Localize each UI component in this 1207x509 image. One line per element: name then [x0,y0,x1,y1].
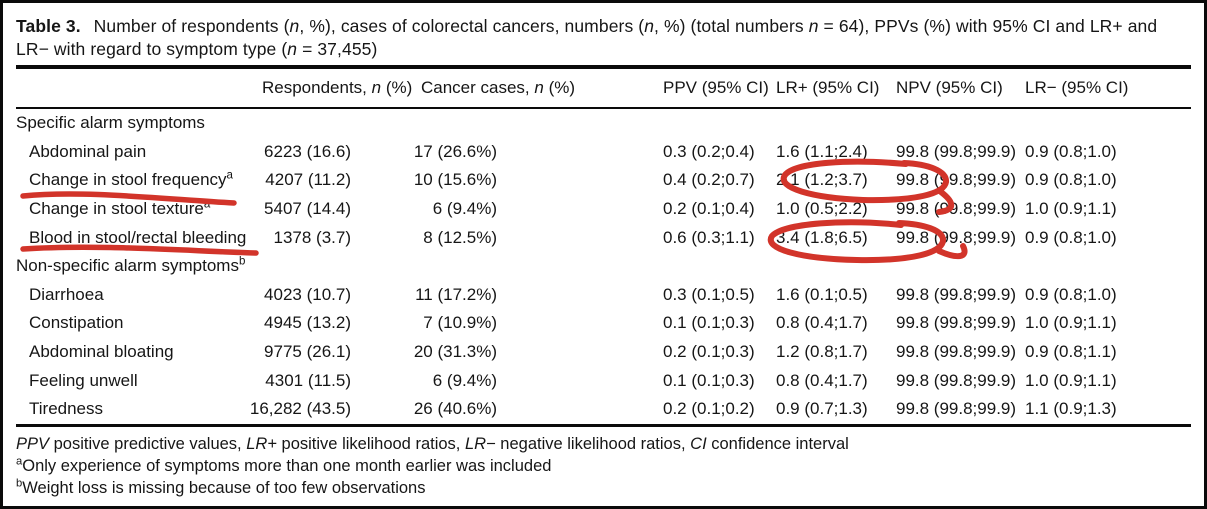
cell-symptom: Feeling unwell [29,370,138,390]
cell-lr-minus: 0.9 (0.8;1.0) [1025,170,1117,190]
column-header-cancer-cases: Cancer cases, n (%) [421,77,576,97]
cell-npv: 99.8 (99.8;99.9) [896,227,1017,247]
table-row: Blood in stool/rectal bleeding 1378 (3.7)… [16,223,1191,252]
cell-npv: 99.8 (99.8;99.9) [896,370,1017,390]
cell-lr-plus: 0.8 (0.4;1.7) [776,313,868,333]
footnote-b: bWeight loss is missing because of too f… [16,477,426,498]
table-row: Tiredness 16,282 (43.5) 26 (40.6%) 0.2 (0.1… [16,395,1191,424]
cell-lr-plus: 0.9 (0.7;1.3) [776,399,868,419]
cell-cancer-cases: 6 (9.4%) [432,199,497,219]
table-footnotes: PPV positive predictive values, LR+ posi… [16,427,1191,499]
column-header-ppv: PPV (95% CI) [663,77,769,97]
table-row: Change in stool frequencya 4207 (11.2) 10 … [16,166,1191,195]
footnote-abbreviations: PPV positive predictive values, LR+ posi… [16,435,849,454]
section-header-row: Non-specific alarm symptomsb [16,252,1191,281]
cell-cancer-cases: 26 (40.6%) [413,399,497,419]
cell-lr-plus: 2.1 (1.2;3.7) [776,170,868,190]
cell-cancer-cases: 10 (15.6%) [413,170,497,190]
cell-cancer-cases: 8 (12.5%) [423,227,497,247]
table-row: Diarrhoea 4023 (10.7) 11 (17.2%) 0.3 (0.1;0… [16,281,1191,310]
table-row: Feeling unwell 4301 (11.5) 6 (9.4%) 0.1 (0.… [16,366,1191,395]
cell-lr-minus: 1.1 (0.9;1.3) [1025,399,1117,419]
cell-npv: 99.8 (99.8;99.9) [896,399,1017,419]
cell-npv: 99.8 (99.8;99.9) [896,141,1017,161]
cell-symptom: Change in stool texturea [29,198,211,219]
cell-symptom: Blood in stool/rectal bleeding [29,227,247,247]
section-header: Specific alarm symptoms [16,113,205,133]
cell-npv: 99.8 (99.8;99.9) [896,313,1017,333]
section-header-row: Specific alarm symptoms [16,109,1191,138]
cell-respondents: 4301 (11.5) [265,370,351,390]
table-caption-label: Table 3. [16,16,81,36]
cell-symptom: Change in stool frequencya [29,169,233,190]
cell-respondents: 1378 (3.7) [273,227,352,247]
cell-ppv: 0.2 (0.1;0.2) [663,399,755,419]
cell-lr-minus: 1.0 (0.9;1.1) [1025,199,1117,219]
cell-lr-plus: 1.2 (0.8;1.7) [776,342,868,362]
cell-lr-minus: 0.9 (0.8;1.1) [1025,342,1117,362]
table-row: Constipation 4945 (13.2) 7 (10.9%) 0.1 (0.1… [16,309,1191,338]
cell-lr-plus: 1.6 (0.1;0.5) [776,284,868,304]
cell-npv: 99.8 (99.8;99.9) [896,284,1017,304]
section-header: Non-specific alarm symptomsb [16,255,246,276]
cell-respondents: 9775 (26.1) [264,342,351,362]
cell-respondents: 4023 (10.7) [264,284,351,304]
cell-lr-plus: 3.4 (1.8;6.5) [776,227,868,247]
cell-ppv: 0.6 (0.3;1.1) [663,227,755,247]
column-header-npv: NPV (95% CI) [896,77,1003,97]
cell-lr-plus: 1.6 (1.1;2.4) [776,141,868,161]
cell-npv: 99.8 (99.8;99.9) [896,199,1017,219]
cell-ppv: 0.3 (0.2;0.4) [663,141,755,161]
cell-npv: 99.8 (99.8;99.9) [896,342,1017,362]
column-header-respondents: Respondents, n (%) [262,77,413,97]
cell-cancer-cases: 20 (31.3%) [413,342,497,362]
top-rule [16,65,1191,69]
cell-cancer-cases: 11 (17.2%) [415,284,497,304]
cell-lr-minus: 0.9 (0.8;1.0) [1025,284,1117,304]
column-header-lr-plus: LR+ (95% CI) [776,77,880,97]
table-caption: Table 3. Number of respondents (n, %), ca… [16,15,1194,61]
cell-lr-plus: 1.0 (0.5;2.2) [776,199,868,219]
cell-ppv: 0.3 (0.1;0.5) [663,284,755,304]
cell-respondents: 4207 (11.2) [265,170,351,190]
table-header-row: Respondents, n (%) Cancer cases, n (%) P… [16,69,1191,107]
cell-ppv: 0.1 (0.1;0.3) [663,313,755,333]
header-rule [16,106,1191,109]
cell-cancer-cases: 6 (9.4%) [432,370,497,390]
cell-respondents: 6223 (16.6) [264,141,351,161]
cell-symptom: Tiredness [29,399,104,419]
cell-lr-minus: 0.9 (0.8;1.0) [1025,227,1117,247]
cell-symptom: Abdominal pain [29,141,147,161]
table-row: Abdominal pain 6223 (16.6) 17 (26.6%) 0.3 (… [16,138,1191,167]
table-row: Abdominal bloating 9775 (26.1) 20 (31.3%) 0… [16,338,1191,367]
cell-lr-minus: 0.9 (0.8;1.0) [1025,141,1117,161]
cell-lr-minus: 1.0 (0.9;1.1) [1025,370,1117,390]
cell-respondents: 16,282 (43.5) [249,399,351,419]
cell-cancer-cases: 7 (10.9%) [423,313,497,333]
cell-respondents: 4945 (13.2) [264,313,351,333]
cell-lr-minus: 1.0 (0.9;1.1) [1025,313,1117,333]
table-row: Change in stool texturea 5407 (14.4) 6 (9.… [16,195,1191,224]
cell-npv: 99.8 (99.8;99.9) [896,170,1017,190]
cell-lr-plus: 0.8 (0.4;1.7) [776,370,868,390]
cell-ppv: 0.2 (0.1;0.3) [663,342,755,362]
bottom-rule [16,423,1191,428]
table-body: Specific alarm symptoms Abdominal pain 622… [16,109,1191,424]
footnote-a: aOnly experience of symptoms more than o… [16,455,552,476]
cell-cancer-cases: 17 (26.6%) [413,141,497,161]
cell-respondents: 5407 (14.4) [264,199,351,219]
cell-symptom: Abdominal bloating [29,342,174,362]
table-caption-text: Number of respondents (n, %), cases of c… [16,16,1158,59]
cell-symptom: Constipation [29,313,124,333]
cell-ppv: 0.1 (0.1;0.3) [663,370,755,390]
column-header-lr-minus: LR− (95% CI) [1025,77,1129,97]
cell-ppv: 0.4 (0.2;0.7) [663,170,755,190]
cell-symptom: Diarrhoea [29,284,104,304]
cell-ppv: 0.2 (0.1;0.4) [663,199,755,219]
